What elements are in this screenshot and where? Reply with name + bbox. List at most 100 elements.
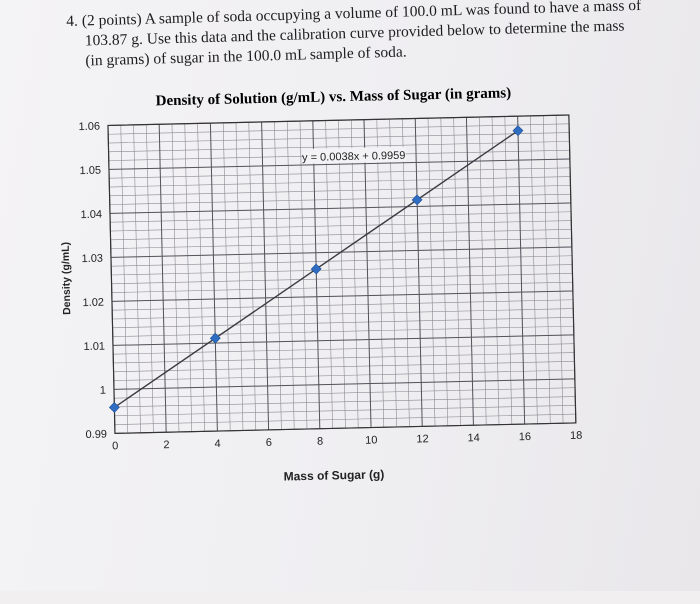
minor-gridline-x xyxy=(171,123,180,432)
major-gridline-x xyxy=(465,117,474,426)
minor-gridline-y xyxy=(109,176,571,188)
y-tick-label: 1.05 xyxy=(79,165,101,177)
equation-label: y = 0.0038x + 0.9959 xyxy=(302,150,406,164)
major-gridline-x xyxy=(158,124,167,433)
minor-gridline-y xyxy=(112,299,574,311)
minor-gridline-y xyxy=(113,352,575,364)
minor-gridline-x xyxy=(542,115,551,424)
tick-labels: 0 2 4 6 8 10 12 14 16 18 0.99 1 1.01 1.02 1.03 1.04 1.05… xyxy=(78,121,583,453)
minor-gridline-x xyxy=(440,117,449,426)
major-gridline-y xyxy=(112,334,574,346)
minor-gridline-y xyxy=(111,255,573,267)
major-gridline-y xyxy=(108,158,570,170)
minor-gridline-x xyxy=(325,120,333,429)
minor-gridline-x xyxy=(184,123,193,432)
x-tick-label: 4 xyxy=(214,438,220,450)
minor-gridline-x xyxy=(478,117,487,425)
minor-gridline-y xyxy=(110,220,572,232)
minor-gridline-y xyxy=(114,387,576,399)
y-tick-label: 1.04 xyxy=(80,209,102,221)
minor-gridline-x xyxy=(248,122,257,431)
minor-gridline-x xyxy=(453,117,461,426)
minor-gridline-x xyxy=(402,118,410,427)
minor-gridline-y xyxy=(113,361,575,373)
minor-gridline-y xyxy=(112,325,574,337)
minor-gridline-y xyxy=(108,141,570,153)
chart-title: Density of Solution (g/mL) vs. Mass of S… xyxy=(155,85,511,109)
y-tick-label: 1.06 xyxy=(78,121,100,133)
minor-gridline-x xyxy=(299,121,308,430)
y-tick-label: 1.03 xyxy=(81,253,103,265)
x-tick-label: 18 xyxy=(570,430,583,442)
minor-gridline-x xyxy=(376,119,385,428)
x-tick-label: 8 xyxy=(317,436,323,448)
y-tick-label: 1 xyxy=(100,385,106,397)
major-gridline-y xyxy=(111,290,573,302)
minor-gridline-y xyxy=(108,123,570,135)
major-gridline-y xyxy=(109,202,571,214)
major-gridline-x xyxy=(209,123,218,432)
x-tick-label: 14 xyxy=(467,432,480,444)
major-gridline-y xyxy=(113,378,575,390)
minor-gridline-x xyxy=(504,116,513,425)
plot-frame xyxy=(107,114,577,434)
minor-gridline-x xyxy=(120,125,129,434)
minor-gridline-y xyxy=(111,273,573,285)
major-gridline-x xyxy=(312,120,321,429)
minor-gridline-x xyxy=(274,121,282,430)
y-tick-label: 1.02 xyxy=(82,297,104,309)
minor-gridline-x xyxy=(555,115,564,424)
minor-gridline-y xyxy=(113,343,575,355)
data-point-marker xyxy=(411,194,423,206)
minor-gridline-y xyxy=(109,185,571,197)
x-tick-label: 16 xyxy=(519,431,532,443)
minor-gridline-x xyxy=(197,123,205,432)
data-point-marker xyxy=(512,125,524,137)
major-gridline-x xyxy=(261,121,270,430)
minor-gridline-y xyxy=(113,369,575,381)
minor-gridline-y xyxy=(110,229,572,241)
minor-gridline-y xyxy=(112,317,574,329)
minor-gridline-x xyxy=(146,124,154,433)
x-tick-label: 10 xyxy=(365,434,378,446)
x-tick-label: 6 xyxy=(266,437,272,449)
minor-gridline-x xyxy=(491,116,500,425)
y-tick-label: 0.99 xyxy=(85,429,107,441)
minor-gridline-x xyxy=(286,121,295,430)
data-points xyxy=(108,125,524,413)
minor-gridline-x xyxy=(235,122,244,431)
minor-gridline-x xyxy=(222,122,231,431)
x-axis-label: Mass of Sugar (g) xyxy=(283,467,384,483)
minor-gridline-x xyxy=(530,115,538,424)
minor-gridline-y xyxy=(109,193,571,205)
minor-gridline-x xyxy=(389,119,397,427)
minor-gridline-y xyxy=(111,281,573,293)
data-point-marker xyxy=(209,332,221,344)
data-point-marker xyxy=(108,401,120,413)
equation-label-box: y = 0.0038x + 0.9959 xyxy=(302,146,406,164)
minor-gridline-x xyxy=(338,120,346,429)
minor-gridline-y xyxy=(114,396,576,408)
minor-gridline-y xyxy=(110,237,572,249)
minor-gridline-y xyxy=(114,413,576,425)
major-gridline-x xyxy=(517,116,526,425)
x-tick-label: 12 xyxy=(416,433,429,445)
major-gridline-x xyxy=(363,119,372,428)
major-gridline-x xyxy=(414,118,423,427)
minor-gridline-x xyxy=(427,118,436,427)
minor-gridline-y xyxy=(110,211,572,223)
minor-gridline-x xyxy=(133,124,141,433)
minor-gridline-y xyxy=(109,167,571,179)
axes xyxy=(107,114,577,434)
minor-gridline-y xyxy=(108,132,570,144)
x-tick-label: 2 xyxy=(163,439,169,451)
x-tick-label: 0 xyxy=(112,440,118,452)
minor-gridline-y xyxy=(112,308,574,320)
y-axis-label: Density (g/mL) xyxy=(60,242,74,315)
minor-gridline-y xyxy=(111,264,573,276)
data-point-marker xyxy=(310,263,322,275)
minor-gridline-x xyxy=(350,119,359,428)
y-tick-label: 1.01 xyxy=(83,341,105,353)
